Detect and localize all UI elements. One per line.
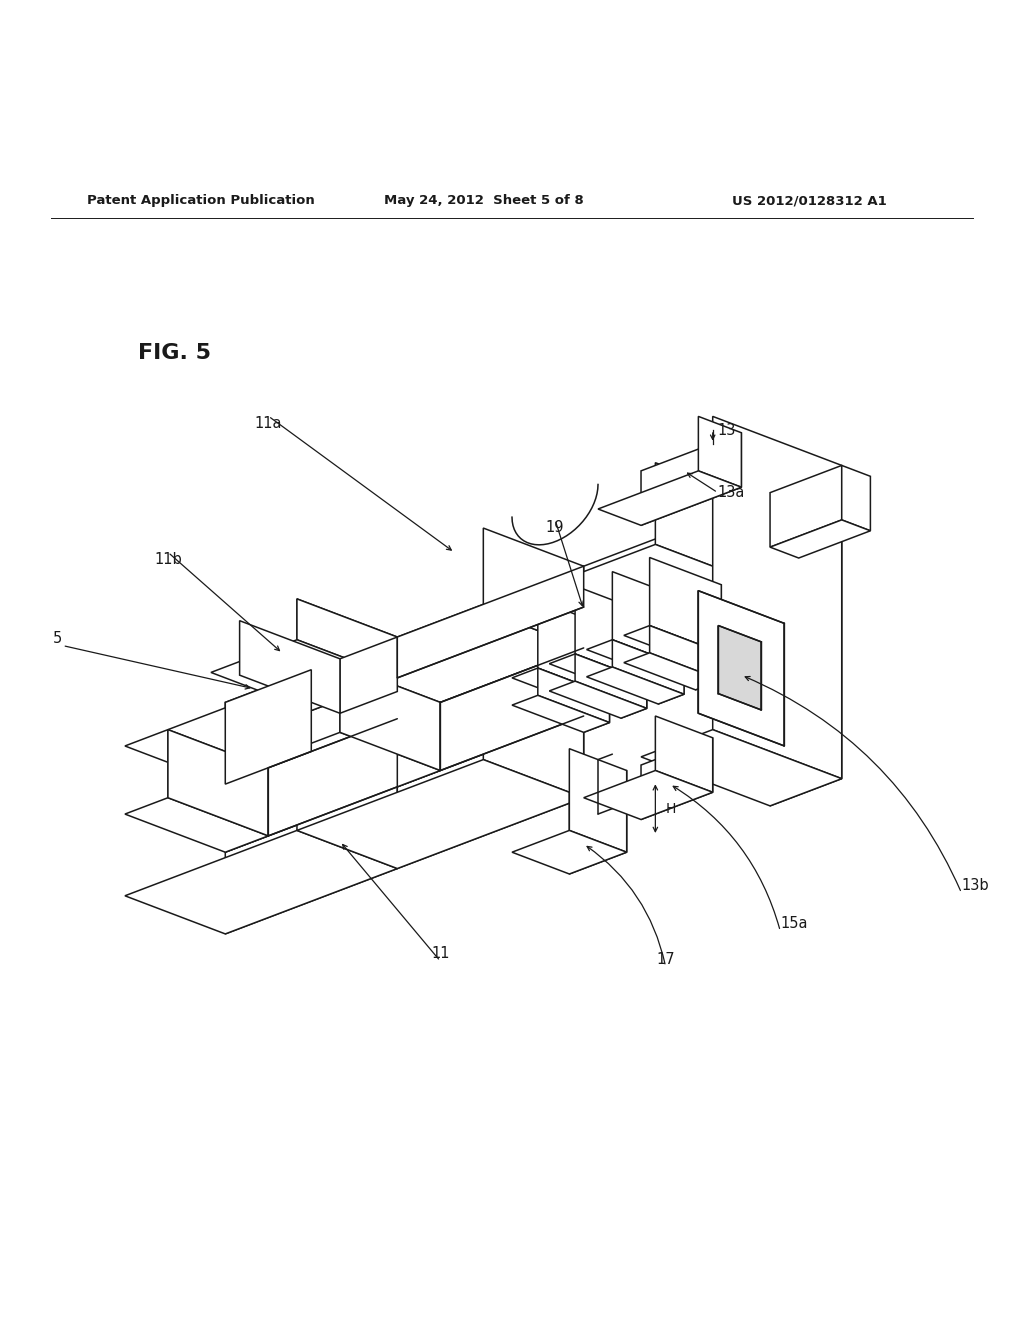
Text: 11b: 11b: [154, 552, 182, 568]
Text: 11a: 11a: [255, 416, 282, 432]
Polygon shape: [621, 612, 647, 690]
Text: 13a: 13a: [718, 486, 745, 500]
Polygon shape: [649, 557, 721, 653]
Text: FIG. 5: FIG. 5: [138, 343, 211, 363]
Polygon shape: [569, 771, 627, 874]
Polygon shape: [770, 520, 870, 558]
Polygon shape: [340, 638, 397, 713]
Polygon shape: [624, 626, 721, 663]
Polygon shape: [719, 626, 762, 710]
Polygon shape: [512, 668, 609, 705]
Polygon shape: [211, 640, 397, 710]
Polygon shape: [512, 696, 609, 733]
Polygon shape: [641, 433, 741, 525]
Polygon shape: [698, 591, 784, 746]
Polygon shape: [538, 601, 609, 696]
Polygon shape: [770, 466, 842, 807]
Polygon shape: [612, 572, 684, 667]
Polygon shape: [483, 678, 584, 797]
Polygon shape: [770, 466, 842, 546]
Text: 11: 11: [431, 946, 450, 961]
Polygon shape: [549, 681, 647, 718]
Polygon shape: [698, 416, 741, 487]
Polygon shape: [297, 759, 584, 869]
Text: Patent Application Publication: Patent Application Publication: [87, 194, 314, 207]
Polygon shape: [340, 664, 440, 771]
Polygon shape: [658, 599, 684, 677]
Polygon shape: [225, 638, 397, 784]
Polygon shape: [584, 771, 713, 820]
Polygon shape: [584, 696, 609, 733]
Polygon shape: [624, 653, 721, 690]
Text: 19: 19: [546, 520, 564, 535]
Text: 13b: 13b: [962, 878, 989, 894]
Polygon shape: [598, 471, 741, 525]
Polygon shape: [397, 702, 440, 787]
Polygon shape: [575, 586, 647, 681]
Polygon shape: [587, 640, 684, 677]
Polygon shape: [397, 566, 584, 718]
Polygon shape: [125, 681, 397, 784]
Polygon shape: [587, 667, 684, 704]
Polygon shape: [297, 599, 397, 718]
Polygon shape: [569, 748, 627, 853]
Polygon shape: [713, 416, 842, 779]
Polygon shape: [297, 748, 397, 869]
Text: 17: 17: [656, 952, 675, 966]
Polygon shape: [225, 787, 397, 935]
Polygon shape: [297, 733, 440, 787]
Polygon shape: [297, 599, 397, 678]
Polygon shape: [649, 626, 721, 680]
Polygon shape: [168, 730, 268, 836]
Polygon shape: [658, 667, 684, 704]
Polygon shape: [575, 653, 647, 709]
Polygon shape: [340, 664, 440, 771]
Polygon shape: [641, 738, 713, 820]
Polygon shape: [397, 715, 584, 869]
Polygon shape: [621, 681, 647, 718]
Polygon shape: [549, 653, 647, 690]
Polygon shape: [641, 730, 842, 807]
Polygon shape: [440, 648, 584, 771]
Polygon shape: [225, 669, 311, 784]
Text: 13: 13: [718, 422, 736, 437]
Polygon shape: [311, 638, 397, 710]
Polygon shape: [584, 500, 756, 648]
Polygon shape: [512, 830, 627, 874]
Polygon shape: [297, 610, 584, 718]
Polygon shape: [538, 668, 609, 722]
Text: 15a: 15a: [780, 916, 808, 931]
Polygon shape: [695, 653, 721, 690]
Polygon shape: [225, 768, 268, 853]
Polygon shape: [168, 730, 268, 836]
Polygon shape: [695, 585, 721, 663]
Polygon shape: [268, 718, 397, 836]
Polygon shape: [612, 640, 684, 694]
Text: 5: 5: [53, 631, 62, 645]
Text: May 24, 2012  Sheet 5 of 8: May 24, 2012 Sheet 5 of 8: [384, 194, 584, 207]
Polygon shape: [125, 830, 397, 935]
Polygon shape: [483, 528, 584, 648]
Polygon shape: [842, 466, 870, 531]
Polygon shape: [655, 715, 713, 792]
Polygon shape: [483, 544, 756, 648]
Polygon shape: [125, 797, 268, 853]
Polygon shape: [397, 566, 584, 678]
Polygon shape: [655, 463, 756, 582]
Polygon shape: [584, 627, 609, 705]
Polygon shape: [240, 620, 340, 713]
Text: H: H: [666, 801, 676, 816]
Text: US 2012/0128312 A1: US 2012/0128312 A1: [732, 194, 887, 207]
